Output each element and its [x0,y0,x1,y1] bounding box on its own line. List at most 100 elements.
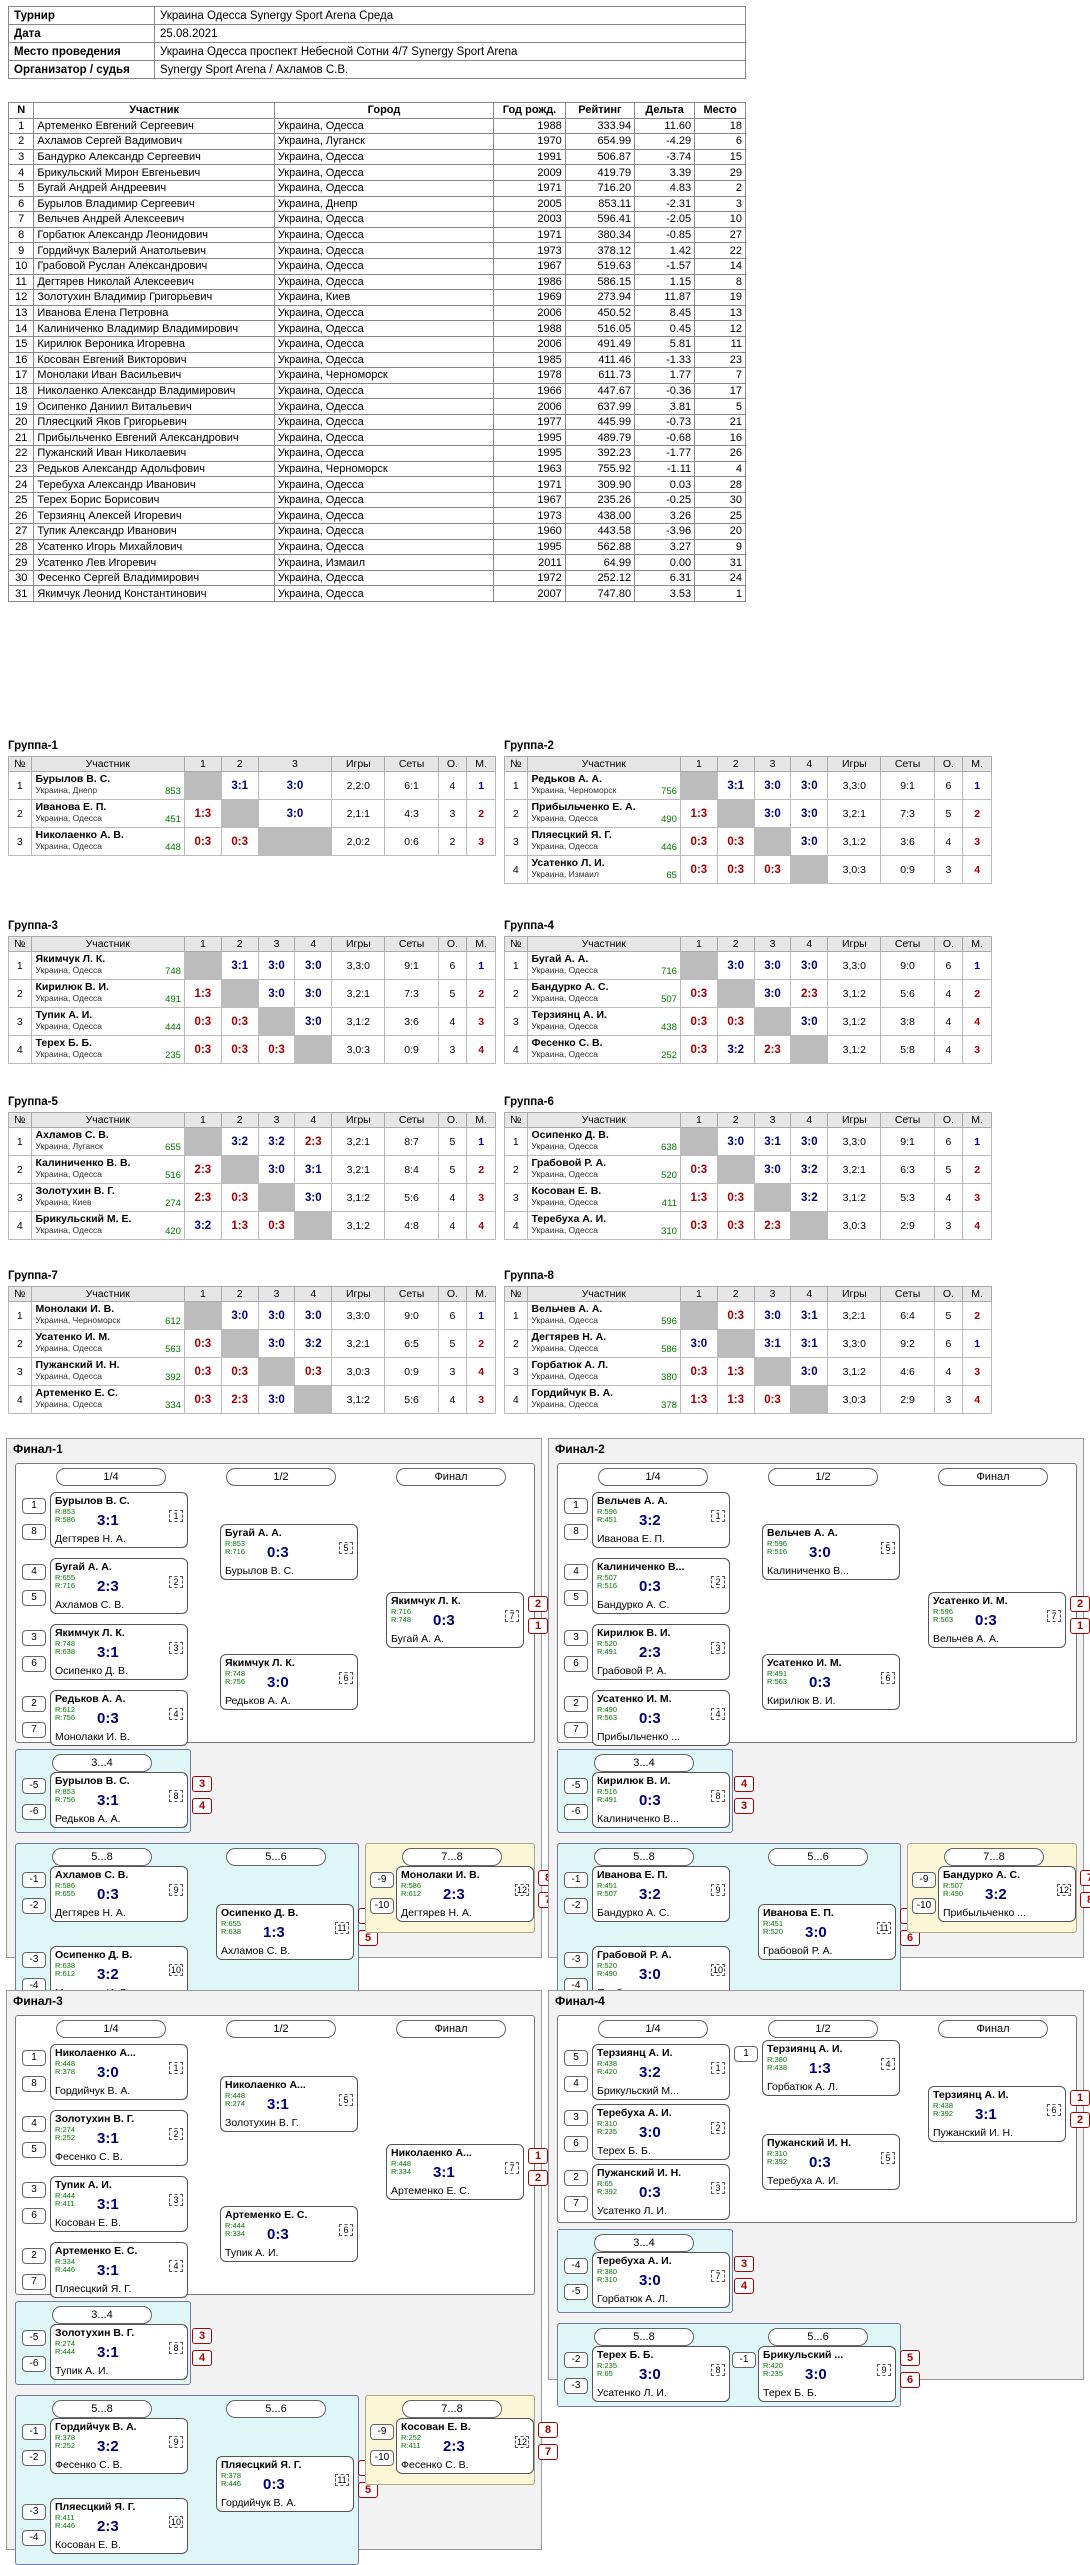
group-row: 4 Брикульский М. Е. Украина, Одесса 420 3:2 1… [8,1211,496,1240]
group-score: 0:3 [679,1155,718,1184]
group-header-cell: Сеты [880,936,935,952]
group-self-cell [257,1007,296,1036]
group-player-rating: 756 [661,786,677,797]
final-place: 2 [1070,1596,1090,1612]
player-row: 13 Иванова Елена Петровна Украина, Одесса 2… [7,304,746,322]
group-row: 2 Калиниченко В. В. Украина, Одесса 516 2:3 3… [8,1155,496,1184]
group-header-cell: 3 [753,756,792,772]
match-number: 8 [169,2342,183,2354]
group-points: 2 [437,827,468,856]
group-header-cell: 2 [220,1286,259,1302]
group-place: 2 [962,1155,992,1184]
group-score: 3:2 [220,1127,259,1156]
group-row-no: 2 [504,799,528,828]
bracket-seed: -6 [22,1804,46,1820]
semifinal-match: Артеменко Е. С. R:444 R:334 0:3 6 Тупик А. И… [220,2206,358,2262]
final-title: Финал-2 [555,1442,605,1456]
match-ratings: R:444 R:411 [55,2191,76,2208]
group-player: Бандурко А. С. Украина, Одесса 507 [526,979,681,1008]
player-row: 11 Дегтярев Николай Алексеевич Украина, Од… [7,273,746,291]
group-score: 1:3 [183,979,222,1008]
group-table: № Участник 1 2 3 4 Игры Сеты О. М. 1 Якимчук Л. К. У… [8,936,496,1064]
match-score: 0:3 [809,1674,831,1691]
group-row-no: 1 [504,1301,528,1330]
group-player-city: Украина, Одесса [35,1371,102,1381]
group-header-cell: Участник [30,1112,185,1128]
group-row-no: 3 [504,1007,528,1036]
bracket-3-4: 3...4 -5 -6 Кирилюк В. И. R:516 R:491 0:3 8 Кал… [557,1749,754,1833]
player-cell: 27 [694,226,746,244]
player-cell: 6 [694,133,746,150]
match-3-4: Теребуха А. И. R:380 R:310 3:0 7 Горбатюк А.… [592,2252,730,2308]
group-games: 3,1:2 [827,979,882,1008]
group-player: Усатенко Л. И. Украина, Измаил 65 [526,855,681,884]
player-cell: Терех Борис Борисович [33,491,275,509]
bracket-seed: 1 [22,2050,46,2066]
match-player2: Грабовой Р. А. [763,1945,833,1957]
group-player-name: Осипенко Д. В. [531,1129,609,1141]
group-header-cell: 2 [220,936,259,952]
participants-table: N Участник Город Год рожд. Рейтинг Дельта Мест… [7,102,746,602]
player-cell: 20 [694,523,746,540]
round-label: 5...8 [594,2328,694,2346]
semifinal-match: Терзиянц А. И. R:380 R:438 1:3 4 Горбатюк А.… [762,2040,900,2096]
group-row-no: 4 [504,1211,528,1240]
match-ratings: R:507 R:490 [943,1881,964,1898]
player-cell: 26 [694,445,746,462]
player-cell: 28 [7,538,35,556]
player-row: 12 Золотухин Владимир Григорьевич Украина,… [7,289,746,306]
group-score: 3:1 [753,1127,792,1156]
round-label: 5...8 [52,1848,152,1866]
match-5-8: Гордийчук В. А. R:378 R:252 3:2 9 Фесенко С.… [50,2418,188,2474]
match-ratings: R:444 R:334 [225,2221,246,2238]
match-player2: Косован Е. В. [55,2539,121,2551]
player-cell: 1972 [493,569,566,587]
match-player1: Бугай А. А. [225,1527,282,1539]
player-cell: 17 [694,382,746,400]
group-title: Группа-2 [504,740,554,752]
group-row: 4 Артеменко Е. С. Украина, Одесса 334 0:3 2:3… [8,1385,496,1414]
player-cell: Прибыльченко Евгений Александрович [33,429,275,447]
player-cell: 252.12 [564,569,636,587]
match-player1: Вельчев А. А. [767,1527,838,1539]
player-cell: 25 [7,491,35,509]
group-player: Теребуха А. И. Украина, Одесса 310 [526,1211,681,1240]
group-header-cell: 1 [679,936,718,952]
match-ratings: R:274 R:444 [55,2339,76,2356]
group-header-cell: Участник [526,756,681,772]
group-header-cell: Сеты [384,756,439,772]
quarterfinal-match: Николаенко А... R:448 R:378 3:0 1 Гордийчук … [50,2044,188,2100]
match-score: 1:3 [809,2060,831,2077]
player-cell: 15 [694,148,746,166]
match-score: 0:3 [639,1792,661,1809]
group-score: 3:0 [753,1155,792,1184]
match-ratings: R:334 R:446 [55,2257,76,2274]
final-block: Финал-3 1/4 1/2 Финал 1 8 Николаенко А... R:448… [6,1990,558,2565]
bracket-3-4: 3...4 -4 -5 Теребуха А. И. R:380 R:310 3:0 7 Го… [557,2229,754,2313]
match-score: 3:1 [975,2106,997,2123]
group-player-name: Артеменко Е. С. [35,1387,118,1399]
player-cell: 11 [694,335,746,353]
group-title: Группа-8 [504,1270,554,1282]
match-score: 0:3 [639,1710,661,1727]
match-player1: Вельчев А. А. [597,1495,668,1507]
player-cell: Украина, Одесса [273,429,495,447]
semifinal-match: Пужанский И. Н. R:310 R:392 0:3 5 Теребуха А… [762,2134,900,2190]
bracket-seed: 3 [564,2110,588,2126]
group-player-city: Украина, Одесса [35,1399,102,1409]
semifinal-match: Бугай А. А. R:853 R:716 0:3 5 Бурылов В. С. [220,1524,358,1580]
player-cell: Украина, Одесса [273,382,495,400]
quarterfinal-match: Калиниченко В... R:507 R:516 0:3 2 Бандурко … [592,1558,730,1614]
player-cell: 654.99 [564,133,636,150]
bracket-seed: 8 [22,1524,46,1540]
match-score: 0:3 [97,1886,119,1903]
match-ratings: R:252 R:411 [401,2433,422,2450]
group-header-cell: Игры [827,756,882,772]
group-player-rating: 638 [661,1142,677,1153]
match-score: 3:0 [805,2366,827,2383]
group-block: Группа-5 № Участник 1 2 3 4 Игры Сеты О. М. 1 Ахламо… [8,1096,496,1240]
player-cell: Золотухин Владимир Григорьевич [33,289,275,306]
group-games: 3,1:2 [331,1385,386,1414]
group-score: 3:0 [294,1183,333,1212]
player-row: 19 Осипенко Даниил Витальевич Украина, Оде… [7,398,746,415]
